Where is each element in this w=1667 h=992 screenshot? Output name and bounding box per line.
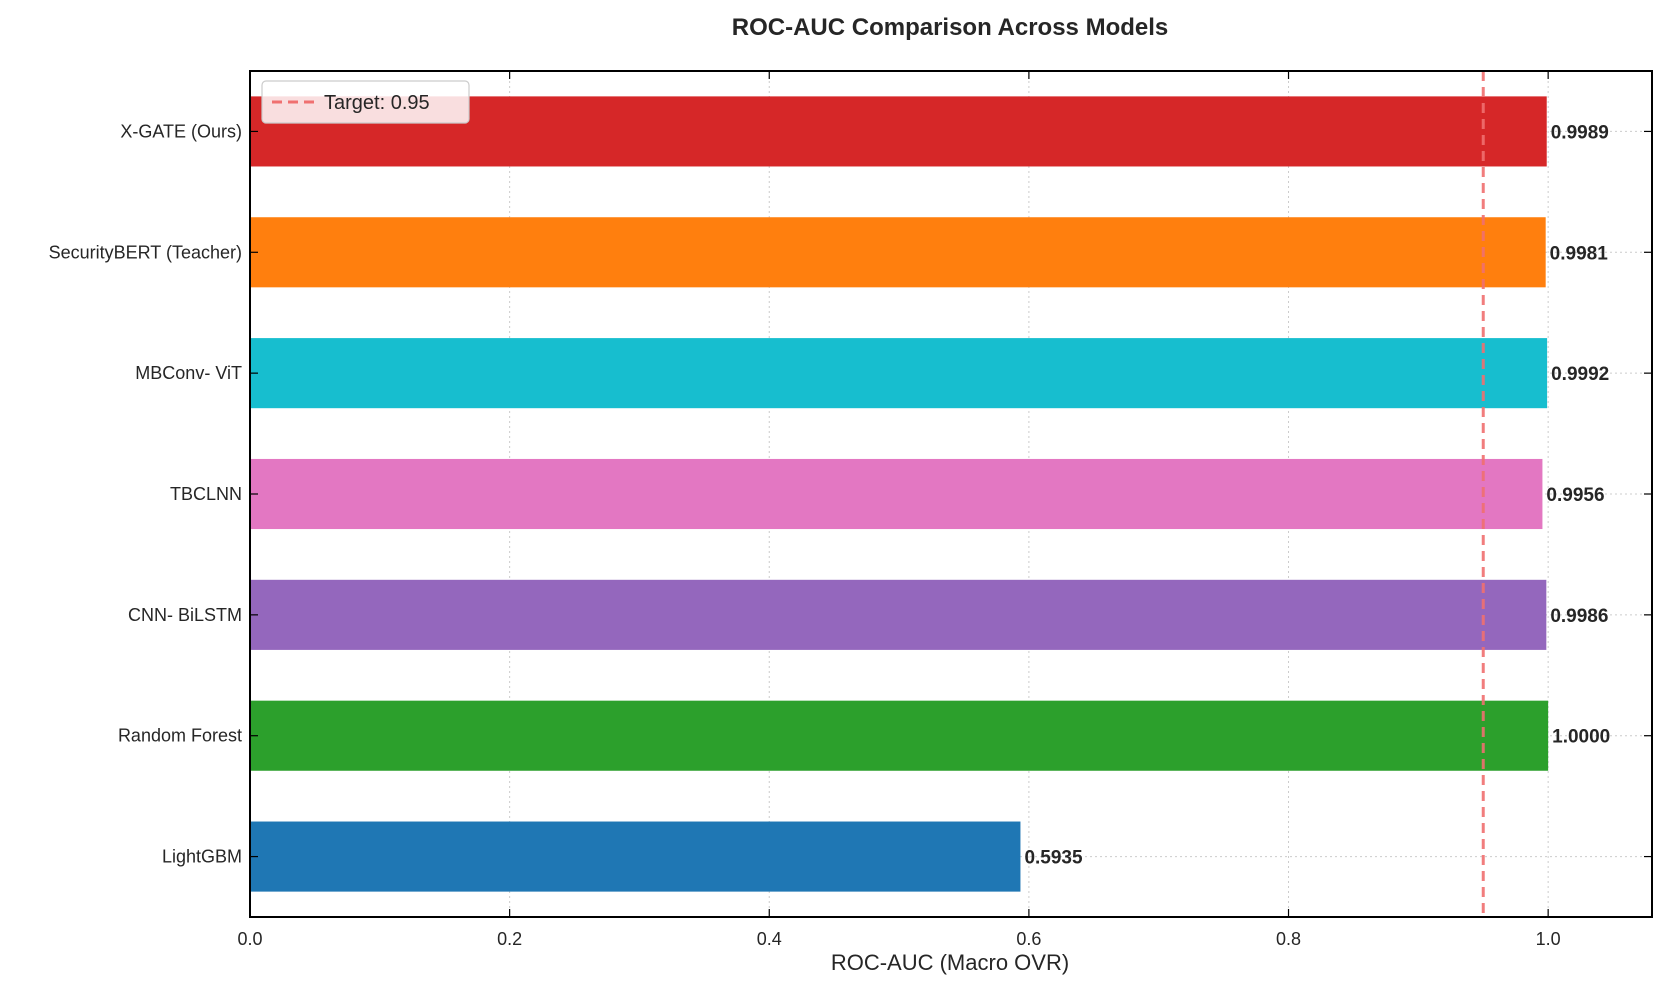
bar-value-label: 0.9986 (1550, 606, 1608, 627)
bar-value-label: 0.9956 (1546, 485, 1604, 506)
x-tick-label: 0.6 (1016, 929, 1041, 949)
bar-value-label: 0.9992 (1551, 364, 1609, 385)
x-tick-label: 0.8 (1276, 929, 1301, 949)
legend-entry-label: Target: 0.95 (324, 92, 430, 114)
ticks-layer: 0.0 0.2 0.4 0.6 0.8 1.0 LightGBM Random Forest C… (49, 71, 1652, 949)
x-tick-label: 0.2 (497, 929, 522, 949)
y-tick-label: TBCLNN (170, 484, 242, 504)
legend-box (261, 80, 470, 124)
y-tick-label: CNN- BiLSTM (128, 605, 242, 625)
bar (250, 700, 1549, 771)
x-tick-label: 0.4 (757, 929, 782, 949)
x-axis-label: ROC-AUC (Macro OVR) (831, 950, 1069, 975)
bar (250, 821, 1021, 892)
bar-value-label: 0.9989 (1551, 122, 1609, 143)
legend: Target: 0.95 (261, 80, 470, 124)
bar (250, 579, 1547, 650)
y-tick-label: MBConv- ViT (135, 363, 242, 383)
bar (250, 338, 1548, 409)
bar (250, 217, 1546, 288)
x-tick-label: 0.0 (237, 929, 262, 949)
bar-value-label: 1.0000 (1552, 727, 1610, 748)
y-tick-label: SecurityBERT (Teacher) (49, 242, 242, 262)
y-tick-label: X-GATE (Ours) (120, 121, 242, 141)
chart-title: ROC-AUC Comparison Across Models (732, 14, 1169, 41)
bar (250, 458, 1543, 530)
bar-value-label: 0.5935 (1024, 848, 1083, 869)
bar-value-label: 0.9981 (1550, 243, 1609, 264)
bars-layer: 0.5935 1.0000 0.9986 0.9956 0.9992 0.9981 0.99… (250, 96, 1610, 892)
x-tick-label: 1.0 (1536, 929, 1561, 949)
y-tick-label: Random Forest (118, 726, 242, 746)
y-tick-label: LightGBM (162, 847, 242, 867)
